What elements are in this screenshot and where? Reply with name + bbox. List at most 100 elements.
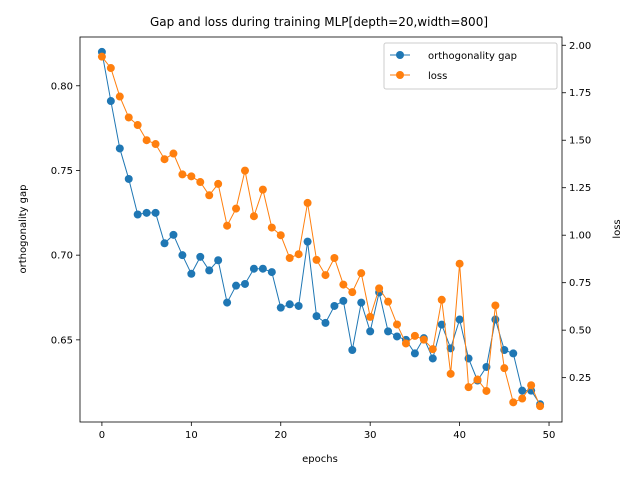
orthogonality-gap-point	[142, 208, 151, 217]
orthogonality-gap-point	[151, 208, 160, 217]
orthogonality-gap-point	[357, 298, 366, 307]
x-tick-label: 40	[453, 430, 466, 441]
y-tick-label-left: 0.70	[51, 251, 73, 262]
loss-point	[196, 178, 205, 187]
orthogonality-gap-point	[267, 268, 276, 277]
orthogonality-gap-point	[178, 251, 187, 260]
loss-point	[106, 64, 115, 73]
orthogonality-gap-point	[410, 349, 419, 358]
loss-point	[410, 331, 419, 340]
y-tick-label-right: 1.25	[569, 183, 591, 194]
x-tick-label: 20	[274, 430, 287, 441]
loss-point	[464, 383, 473, 392]
x-tick-label: 50	[543, 430, 556, 441]
orthogonality-gap-point	[312, 312, 321, 321]
y-axis-label-left: orthogonality gap	[18, 185, 29, 274]
orthogonality-gap-point	[384, 327, 393, 336]
orthogonality-gap-point	[321, 318, 330, 327]
x-axis-label: epochs	[302, 454, 338, 465]
loss-point	[223, 221, 232, 230]
loss-point	[473, 375, 482, 384]
orthogonality-gap-point	[124, 174, 133, 183]
orthogonality-gap-point	[187, 269, 196, 278]
loss-point	[303, 198, 312, 207]
legend: orthogonality gap loss	[383, 42, 558, 90]
legend-loss-label: loss	[428, 71, 447, 82]
chart-title: Gap and loss during training MLP[depth=2…	[150, 15, 488, 29]
loss-point	[455, 259, 464, 268]
loss-point	[428, 345, 437, 354]
orthogonality-gap-point	[464, 354, 473, 363]
orthogonality-gap-point	[232, 281, 241, 290]
x-tick-label: 10	[185, 430, 198, 441]
loss-point	[437, 295, 446, 304]
loss-point	[491, 301, 500, 310]
y-tick-label-left: 0.75	[51, 166, 73, 177]
legend-loss-marker	[396, 71, 404, 79]
loss-point	[339, 280, 348, 289]
orthogonality-gap-point	[115, 144, 124, 153]
y-tick-label-right: 2.00	[569, 41, 591, 52]
loss-point	[393, 320, 402, 329]
loss-point	[151, 140, 160, 149]
orthogonality-gap-point	[393, 332, 402, 341]
loss-point	[124, 113, 133, 122]
loss-point	[97, 52, 106, 61]
loss-point	[348, 288, 357, 297]
loss-point	[214, 179, 223, 188]
loss-point	[518, 394, 527, 403]
orthogonality-gap-point	[509, 349, 518, 358]
orthogonality-gap-point	[276, 303, 285, 312]
orthogonality-gap-point	[223, 298, 232, 307]
loss-point	[500, 364, 509, 373]
legend-orthogonality-gap-label: orthogonality gap	[428, 51, 517, 62]
loss-point	[169, 149, 178, 158]
orthogonality-gap-point	[169, 230, 178, 239]
orthogonality-gap-point	[205, 266, 214, 275]
orthogonality-gap-point	[294, 301, 303, 310]
loss-point	[482, 386, 491, 395]
orthogonality-gap-point	[160, 239, 169, 248]
orthogonality-gap-point	[518, 386, 527, 395]
orthogonality-gap-point	[133, 210, 142, 219]
orthogonality-gap-point	[339, 296, 348, 305]
orthogonality-gap-point	[285, 300, 294, 309]
loss-point	[258, 185, 267, 194]
orthogonality-gap-point	[240, 279, 249, 288]
loss-point	[419, 335, 428, 344]
orthogonality-gap-point	[437, 320, 446, 329]
loss-point	[142, 136, 151, 145]
loss-point	[232, 204, 241, 213]
plot-area: 0 10 20 30 40 50 0.65 0.70 0.75 0.80 0.25 0.50 0.75 1…	[51, 36, 591, 441]
loss-point	[321, 271, 330, 280]
orthogonality-gap-point	[303, 237, 312, 246]
loss-point	[446, 369, 455, 378]
loss-point	[375, 284, 384, 293]
loss-point	[330, 253, 339, 262]
loss-point	[187, 172, 196, 181]
loss-point	[267, 223, 276, 232]
y-axis-label-right: loss	[612, 219, 623, 238]
loss-point	[401, 339, 410, 348]
orthogonality-gap-point	[366, 327, 375, 336]
orthogonality-gap-point	[249, 264, 258, 273]
orthogonality-gap-point	[214, 256, 223, 265]
x-tick-label: 30	[364, 430, 377, 441]
orthogonality-gap-point	[428, 354, 437, 363]
axes-frame	[79, 36, 563, 423]
loss-point	[240, 166, 249, 175]
loss-point	[509, 398, 518, 407]
loss-point	[285, 253, 294, 262]
loss-point	[133, 121, 142, 130]
loss-point	[178, 170, 187, 179]
loss-point	[294, 250, 303, 259]
loss-point	[366, 312, 375, 321]
loss-point	[115, 92, 124, 101]
loss-point	[357, 269, 366, 278]
orthogonality-gap-point	[455, 315, 464, 324]
loss-point	[205, 191, 214, 200]
orthogonality-gap-point	[196, 252, 205, 261]
y-tick-label-right: 0.75	[569, 278, 591, 289]
y-tick-label-left: 0.80	[51, 81, 73, 92]
